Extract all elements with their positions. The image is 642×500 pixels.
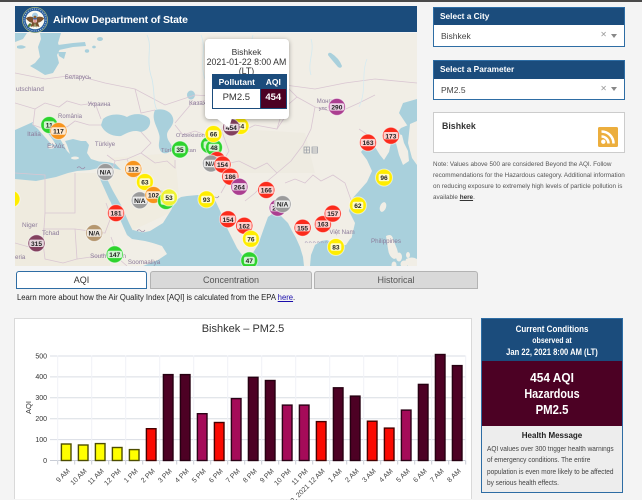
svg-text:83: 83 [332, 245, 340, 252]
svg-text:154: 154 [217, 162, 228, 169]
svg-text:66: 66 [210, 132, 218, 139]
svg-text:4 PM: 4 PM [174, 468, 191, 485]
svg-text:улс: улс [319, 106, 328, 112]
svg-text:4 AM: 4 AM [378, 468, 394, 484]
svg-text:200: 200 [35, 416, 47, 423]
svg-text:102: 102 [148, 193, 159, 200]
svg-text:7 PM: 7 PM [225, 468, 242, 485]
svg-text:154: 154 [222, 217, 233, 224]
svg-text:5 AM: 5 AM [395, 468, 411, 484]
svg-text:100: 100 [35, 437, 47, 444]
svg-text:147: 147 [109, 252, 120, 259]
svg-text:35: 35 [176, 147, 184, 154]
svg-text:162: 162 [239, 223, 250, 230]
svg-text:1 AM: 1 AM [327, 468, 343, 484]
svg-text:2 AM: 2 AM [344, 468, 360, 484]
svg-text:Ελλάς: Ελλάς [47, 142, 65, 150]
svg-text:Беларусь: Беларусь [65, 75, 91, 81]
svg-text:N/A: N/A [100, 170, 112, 177]
svg-text:93: 93 [203, 197, 211, 204]
svg-text:eria: eria [15, 254, 26, 261]
svg-text:48: 48 [210, 145, 218, 152]
svg-text:54: 54 [237, 124, 245, 131]
svg-text:300: 300 [35, 395, 47, 402]
svg-text:155: 155 [297, 225, 308, 232]
svg-text:România: România [58, 114, 83, 120]
svg-text:157: 157 [327, 211, 338, 218]
svg-text:400: 400 [35, 374, 47, 381]
svg-text:62: 62 [354, 203, 362, 210]
svg-text:186: 186 [225, 174, 236, 181]
svg-text:10 PM: 10 PM [273, 468, 292, 487]
svg-text:Việt Nam: Việt Nam [329, 229, 354, 236]
svg-text:11 AM: 11 AM [87, 468, 106, 487]
svg-text:N/A: N/A [134, 198, 146, 205]
svg-text:Niger: Niger [22, 222, 38, 229]
svg-text:10 AM: 10 AM [70, 468, 89, 487]
svg-text:AQI: AQI [24, 401, 33, 414]
svg-text:Philippines: Philippines [371, 238, 401, 245]
svg-text:8 AM: 8 AM [446, 468, 462, 484]
svg-text:1 PM: 1 PM [123, 468, 140, 485]
svg-text:Oʻzbekiston: Oʻzbekiston [176, 132, 205, 139]
svg-text:2 PM: 2 PM [140, 468, 157, 485]
svg-text:315: 315 [31, 241, 42, 248]
svg-text:500: 500 [35, 353, 47, 360]
svg-text:166: 166 [261, 188, 272, 195]
svg-text:3 PM: 3 PM [157, 468, 174, 485]
svg-text:Украина: Украина [88, 102, 112, 108]
svg-text:11: 11 [46, 123, 53, 130]
svg-text:6 AM: 6 AM [412, 468, 428, 484]
svg-text:Tchad: Tchad [42, 230, 60, 237]
svg-text:47: 47 [246, 258, 254, 265]
svg-text:7 AM: 7 AM [429, 468, 445, 484]
svg-text:454: 454 [226, 125, 237, 132]
svg-text:53: 53 [165, 195, 173, 202]
svg-text:63: 63 [141, 180, 149, 187]
svg-text:163: 163 [362, 140, 373, 147]
svg-text:112: 112 [128, 167, 139, 174]
svg-text:utschland: utschland [16, 86, 44, 93]
svg-text:5 PM: 5 PM [191, 468, 208, 485]
svg-text:76: 76 [247, 236, 255, 243]
svg-text:N/A: N/A [89, 231, 101, 238]
svg-text:N/A: N/A [205, 161, 217, 168]
svg-text:Монгол: Монгол [317, 99, 338, 105]
svg-text:Казахстан: Казахстан [189, 100, 220, 107]
svg-text:3 AM: 3 AM [361, 468, 377, 484]
svg-text:264: 264 [234, 184, 245, 191]
svg-text:Türkiye: Türkiye [95, 141, 116, 148]
svg-text:6 PM: 6 PM [208, 468, 225, 485]
svg-text:12 PM: 12 PM [103, 468, 122, 487]
svg-text:8 PM: 8 PM [242, 468, 259, 485]
svg-text:0: 0 [43, 458, 47, 465]
svg-text:163: 163 [317, 222, 328, 229]
svg-text:290: 290 [331, 105, 342, 112]
svg-text:173: 173 [385, 133, 396, 140]
svg-text:96: 96 [380, 175, 388, 182]
svg-text:Italia: Italia [27, 131, 41, 138]
svg-text:181: 181 [110, 211, 121, 218]
svg-text:Soomaaliya: Soomaaliya [128, 259, 161, 266]
svg-text:N/A: N/A [277, 202, 289, 209]
svg-text:117: 117 [53, 129, 64, 136]
